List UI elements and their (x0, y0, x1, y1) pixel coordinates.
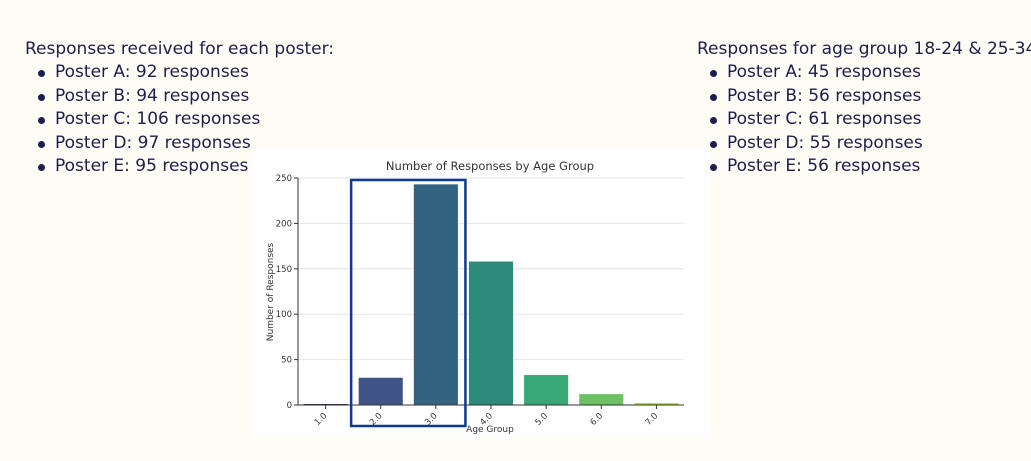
chart-card: 0 50 100 150 200 250 1.0 2.0 3.0 4.0 5.0 6.0 7.0 Num… (251, 148, 710, 438)
list-item: Poster B: 94 responses (38, 85, 334, 109)
right-summary-panel: Responses for age group 18-24 & 25-34 Po… (697, 37, 1031, 179)
list-item: Poster C: 106 responses (38, 108, 334, 132)
list-item: Poster E: 95 responses (38, 155, 334, 179)
list-item: Poster C: 61 responses (709, 108, 1031, 132)
bar-layer (303, 184, 679, 405)
x-tick-label: 1.0 (313, 411, 330, 428)
x-tick-label: 6.0 (589, 411, 606, 428)
list-item: Poster A: 92 responses (38, 61, 334, 85)
x-tick-label: 5.0 (533, 411, 550, 428)
y-tick-label: 250 (276, 174, 292, 184)
y-tick-label: 100 (276, 310, 292, 320)
y-axis-label: Number of Responses (266, 242, 276, 341)
bar-4.0 (468, 261, 514, 405)
y-tick-label: 200 (276, 219, 292, 229)
left-poster-list: Poster A: 92 responses Poster B: 94 resp… (25, 61, 334, 179)
highlight-box (349, 178, 467, 428)
bar-5.0 (524, 375, 569, 405)
x-tick-label: 7.0 (644, 411, 661, 428)
right-panel-title: Responses for age group 18-24 & 25-34 (697, 39, 1031, 59)
bar-7.0 (634, 403, 679, 405)
list-item: Poster B: 56 responses (709, 85, 1031, 109)
axis-layer (294, 177, 684, 409)
right-poster-list: Poster A: 45 responses Poster B: 56 resp… (697, 61, 1031, 179)
bar-6.0 (579, 394, 624, 405)
list-item: Poster E: 56 responses (709, 155, 1031, 179)
left-panel-title: Responses received for each poster: (25, 39, 334, 59)
chart-title: Number of Responses by Age Group (386, 159, 594, 173)
y-tick-label: 150 (276, 265, 292, 275)
x-axis-label: Age Group (466, 425, 514, 435)
left-summary-panel: Responses received for each poster: Post… (25, 37, 334, 179)
y-tick-label: 0 (287, 401, 292, 411)
list-item: Poster D: 97 responses (38, 132, 334, 156)
bar-2.0 (358, 377, 403, 405)
list-item: Poster A: 45 responses (709, 61, 1031, 85)
list-item: Poster D: 55 responses (709, 132, 1031, 156)
bar-3.0 (413, 184, 458, 405)
y-tick-label: 50 (281, 356, 292, 366)
